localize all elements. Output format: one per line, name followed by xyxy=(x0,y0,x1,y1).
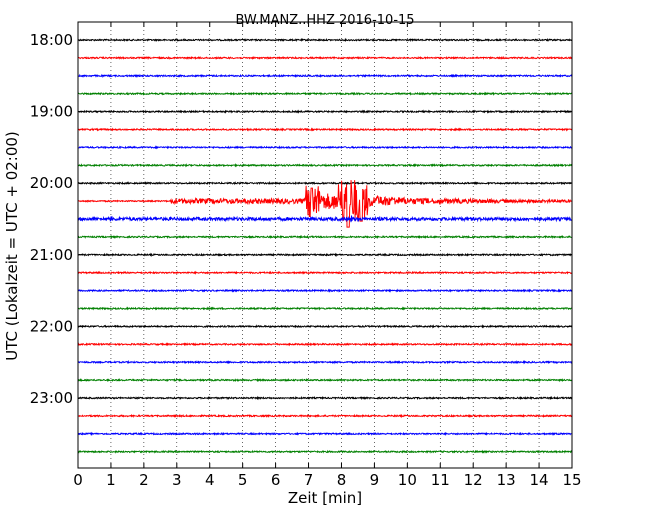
x-tick-label: 6 xyxy=(271,471,281,489)
trace-2215 xyxy=(77,342,573,347)
plot-frame xyxy=(77,21,573,469)
y-tick-label: 19:00 xyxy=(30,103,73,121)
y-tick-label: 23:00 xyxy=(30,389,73,407)
trace-2130 xyxy=(77,288,573,293)
trace-1815 xyxy=(77,55,573,61)
x-tick-label: 14 xyxy=(530,471,549,489)
trace-1900 xyxy=(77,109,573,114)
trace-2300 xyxy=(77,395,573,401)
trace-2045 xyxy=(77,234,573,240)
y-tick-label: 20:00 xyxy=(30,174,73,192)
x-tick-label: 10 xyxy=(398,471,417,489)
trace-2245 xyxy=(77,377,573,383)
x-tick-label: 0 xyxy=(73,471,83,489)
trace-1915 xyxy=(77,127,573,132)
x-tick-label: 15 xyxy=(562,471,581,489)
trace-2330 xyxy=(77,431,573,437)
x-tick-label: 9 xyxy=(370,471,380,489)
trace-1930 xyxy=(77,145,573,150)
x-tick-label: 7 xyxy=(304,471,314,489)
trace-1830 xyxy=(77,73,573,78)
trace-2100 xyxy=(77,252,573,258)
chart-title: BW.MANZ..HHZ 2016-10-15 xyxy=(235,13,414,28)
y-axis-ticks: 18:00 19:00 20:00 21:00 22:00 23:00 xyxy=(30,31,572,407)
trace-1845 xyxy=(77,91,573,96)
trace-2315 xyxy=(77,413,573,419)
trace-2145 xyxy=(77,306,573,311)
trace-2030 xyxy=(77,215,573,223)
x-tick-label: 4 xyxy=(205,471,215,489)
x-tick-label: 13 xyxy=(497,471,516,489)
trace-2200 xyxy=(77,324,573,329)
x-tick-label: 12 xyxy=(464,471,483,489)
y-axis-label: UTC (Lokalzeit = UTC + 02:00) xyxy=(3,131,21,361)
x-axis-label: Zeit [min] xyxy=(288,489,362,507)
trace-2115 xyxy=(77,270,573,275)
x-tick-label: 11 xyxy=(431,471,450,489)
trace-2230 xyxy=(77,359,573,365)
y-tick-label: 22:00 xyxy=(30,317,73,335)
y-tick-label: 21:00 xyxy=(30,246,73,264)
x-tick-label: 2 xyxy=(139,471,149,489)
trace-2000 xyxy=(77,180,573,186)
x-tick-label: 3 xyxy=(172,471,182,489)
trace-2015 xyxy=(77,180,573,228)
x-tick-label: 5 xyxy=(238,471,248,489)
trace-1800 xyxy=(77,37,573,43)
x-tick-label: 8 xyxy=(337,471,347,489)
y-tick-label: 18:00 xyxy=(30,31,73,49)
x-axis-ticks: 0 1 2 3 4 5 6 7 8 9 10 11 12 13 14 15 xyxy=(73,22,582,489)
grid-lines xyxy=(110,22,540,468)
seismogram-traces xyxy=(77,37,573,454)
x-tick-label: 1 xyxy=(106,471,116,489)
trace-2345 xyxy=(77,449,573,454)
trace-1945 xyxy=(77,163,573,168)
